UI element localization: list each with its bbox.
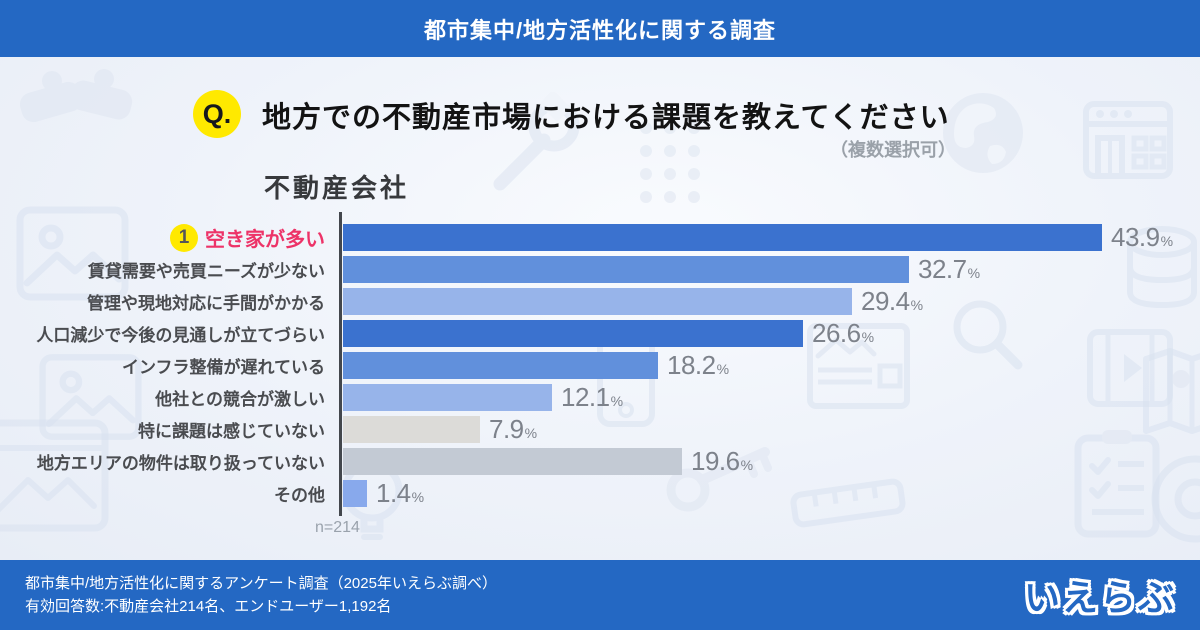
footer-source-text: 都市集中/地方活性化に関するアンケート調査（2025年いえらぶ調べ） 有効回答数… [25,572,497,619]
category-label: その他 [274,486,325,505]
chart-row: 1 空き家が多い 43.9% [0,222,1200,252]
category-label: 人口減少で今後の見通しが立てづらい [36,326,325,345]
bar [343,416,480,443]
banner-title: 都市集中/地方活性化に関する調査 [423,17,777,43]
magnifier-icon [953,300,1023,370]
category-label: 賃貸需要や売買ニーズが少ない [87,262,325,281]
bar [343,288,852,315]
bar [343,352,658,379]
bar [343,480,367,507]
value-label: 29.4% [861,286,923,316]
chart-row: 管理や現地対応に手間がかかる 29.4% [0,286,1200,316]
chart-row: 他社との競合が激しい 12.1% [0,382,1200,412]
value-label: 1.4% [376,478,424,508]
footer-line2: 有効回答数:不動産会社214名、エンドユーザー1,192名 [25,598,392,615]
handshake-icon [19,69,133,123]
sample-size-label: n=214 [315,519,360,536]
clipboard-checklist-icon [1074,430,1160,538]
question-badge: Q. [193,90,241,138]
value-label: 7.9% [489,414,537,444]
chart-title: 不動産会社 [264,173,410,203]
bar [343,384,552,411]
ielove-logo: いえらぶ [1023,577,1176,618]
chart-row: その他 1.4% [0,478,1200,508]
category-label: 管理や現地対応に手間がかかる [87,294,325,313]
bar [343,224,1102,251]
value-label: 43.9% [1111,222,1173,252]
ruler-icon [790,478,906,528]
coins-icon [1127,226,1197,309]
camera-lens-icon [1151,455,1200,543]
value-label: 26.6% [812,318,874,348]
content-background [0,57,1200,560]
picture-frame-icon [39,354,142,440]
map-pin-icon [1143,348,1200,434]
chart-row: 賃貸需要や売買ニーズが少ない 32.7% [0,254,1200,284]
dots-grid-icon [640,122,700,203]
value-label: 18.2% [667,350,729,380]
value-label: 12.1% [561,382,623,412]
picture-frame-icon [16,206,129,301]
bar [343,256,909,283]
storefront-browser-icon [1083,101,1173,179]
bar [343,448,682,475]
wrench-icon [493,92,580,191]
chart-row: 特に課題は感じていない 7.9% [0,414,1200,444]
footer: 都市集中/地方活性化に関するアンケート調査（2025年いえらぶ調べ） 有効回答数… [0,560,1200,630]
bar [343,320,803,347]
value-label: 32.7% [918,254,980,284]
bar-chart: 1 空き家が多い 43.9% 賃貸需要や売買ニーズが少ない 32.7% 管理や現地対応に手… [0,222,1200,512]
category-label: 特に課題は感じていない [138,422,325,441]
category-label: 地方エリアの物件は取り扱っていない [36,454,325,473]
news-article-icon [807,323,910,409]
chart-row: 地方エリアの物件は取り扱っていない 19.6% [0,446,1200,476]
key-icon [666,447,772,512]
top-banner: 都市集中/地方活性化に関する調査 [0,0,1200,57]
footer-line1: 都市集中/地方活性化に関するアンケート調査（2025年いえらぶ調べ） [25,574,497,592]
question-text: 地方での不動産市場における課題を教えてください [262,102,950,134]
globe-icon [943,93,1023,173]
category-label: 空き家が多い [205,229,325,251]
chart-axis-line [339,212,342,516]
chart-row: インフラ整備が遅れている 18.2% [0,350,1200,380]
category-label: インフラ整備が遅れている [122,358,325,377]
question-note: （複数選択可） [830,140,956,160]
chart-row: 人口減少で今後の見通しが立てづらい 26.6% [0,318,1200,348]
value-label: 19.6% [691,446,753,476]
rank-1-badge: 1 [170,223,198,252]
category-label: 他社との競合が激しい [155,390,325,409]
browser-photo-icon [0,419,109,532]
